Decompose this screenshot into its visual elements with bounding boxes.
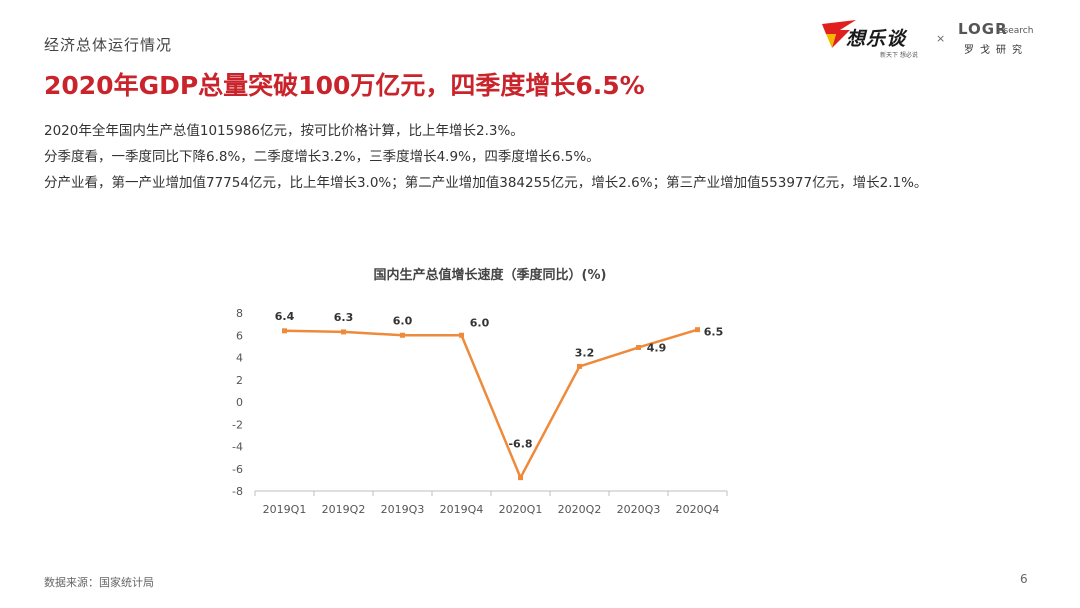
- x-tick-label: 2020Q2: [558, 503, 602, 516]
- y-tick-label: 0: [236, 396, 243, 409]
- x-tick-label: 2020Q4: [676, 503, 720, 516]
- logr-brand-text: LOGR: [958, 20, 1008, 38]
- data-point: [400, 332, 405, 338]
- y-tick-label: 2: [236, 374, 243, 387]
- data-label: 6.0: [470, 316, 490, 329]
- summary-line-1: 2020年全年国内生产总值1015986亿元，按可比价格计算，比上年增长2.3%…: [44, 123, 524, 139]
- gdp-series: 6.4 6.3 6.0 6.0 -6.8 3.2 4.9 6.5: [275, 310, 724, 481]
- data-label: 6.4: [275, 310, 295, 323]
- data-point: [695, 327, 700, 333]
- x-tick-label: 2020Q1: [499, 503, 543, 516]
- data-point: [341, 329, 346, 335]
- logo-brand-text: 想乐谈: [846, 28, 907, 50]
- logo-area: 想乐谈 新天下 想必说 × LOGR esearch 罗戈研究: [820, 18, 1060, 62]
- summary-line-2: 分季度看，一季度同比下降6.8%，二季度增长3.2%，三季度增长4.9%，四季度…: [44, 149, 600, 165]
- data-point: [459, 332, 464, 338]
- data-label: 6.0: [393, 314, 413, 327]
- xiangletan-logo: 想乐谈 新天下 想必说: [820, 18, 930, 62]
- data-label: 6.5: [704, 326, 724, 339]
- y-axis: 8 6 4 2 0 -2 -4 -6 -8: [232, 307, 243, 498]
- data-point: [282, 328, 287, 334]
- page-title: 2020年GDP总量突破100万亿元，四季度增长6.5%: [44, 71, 645, 100]
- x-tick-label: 2019Q3: [381, 503, 425, 516]
- y-tick-label: -4: [232, 441, 243, 454]
- data-point: [518, 475, 523, 481]
- y-tick-label: -6: [232, 463, 243, 476]
- y-tick-label: -2: [232, 418, 243, 431]
- series-line: [284, 328, 698, 479]
- x-tick-label: 2019Q1: [263, 503, 307, 516]
- y-tick-label: 8: [236, 307, 243, 320]
- x-tick-label: 2020Q3: [617, 503, 661, 516]
- data-point: [636, 344, 641, 350]
- data-point: [577, 363, 582, 369]
- chart-title: 国内生产总值增长速度（季度同比）(%): [374, 267, 607, 283]
- logr-cn-text: 罗戈研究: [964, 45, 1028, 56]
- y-tick-label: 6: [236, 329, 243, 342]
- swoosh-icon: [822, 20, 856, 48]
- data-label: -6.8: [508, 438, 532, 451]
- logo-separator: ×: [936, 32, 946, 45]
- section-label: 经济总体运行情况: [44, 36, 173, 54]
- data-label: 3.2: [575, 346, 595, 359]
- logr-logo: LOGR esearch 罗戈研究: [954, 20, 1060, 60]
- x-tick-label: 2019Q4: [440, 503, 484, 516]
- y-tick-label: -8: [232, 485, 243, 498]
- logr-brand-suffix: esearch: [998, 26, 1034, 36]
- x-axis: 2019Q1 2019Q2 2019Q3 2019Q4 2020Q1 2020Q2 2020…: [254, 490, 728, 516]
- logo-slogan: 新天下 想必说: [880, 52, 918, 59]
- data-source: 数据来源：国家统计局: [44, 576, 154, 589]
- y-tick-label: 4: [236, 352, 243, 365]
- summary-line-3: 分产业看，第一产业增加值77754亿元，比上年增长3.0%；第二产业增加值384…: [44, 175, 928, 191]
- page-number: 6: [1020, 572, 1028, 586]
- summary-text: 2020年全年国内生产总值1015986亿元，按可比价格计算，比上年增长2.3%…: [44, 118, 927, 196]
- data-label: 6.3: [334, 311, 354, 324]
- data-label: 4.9: [647, 341, 667, 354]
- x-tick-label: 2019Q2: [322, 503, 366, 516]
